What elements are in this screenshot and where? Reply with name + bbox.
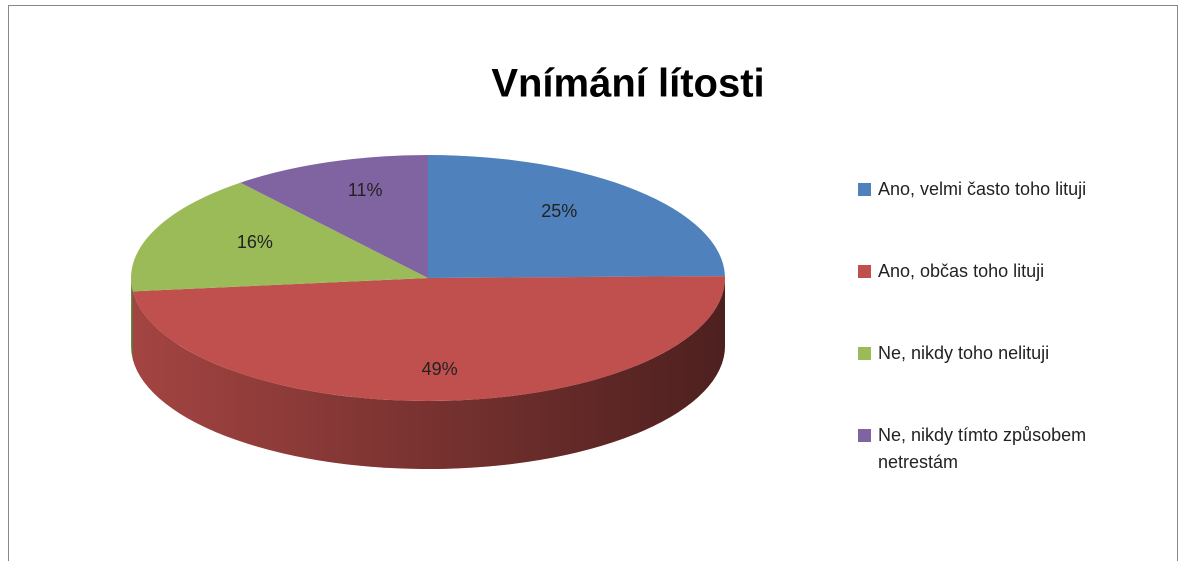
legend-swatch [858, 429, 871, 442]
legend-label: Ano, velmi často toho lituji [878, 179, 1087, 199]
legend-label: Ne, nikdy tímto způsobem netrestám [878, 425, 1087, 472]
pie-slice [240, 155, 428, 278]
legend-item: Ano, občas toho lituji [858, 258, 1178, 340]
pie-side-shade [131, 278, 133, 360]
legend-swatch [858, 347, 871, 360]
legend-label: Ne, nikdy toho nelituji [878, 343, 1050, 363]
data-label: 16% [237, 232, 273, 252]
data-label: 11% [348, 180, 383, 200]
data-label: 25% [541, 201, 577, 221]
legend-item: Ne, nikdy tímto způsobem netrestám [858, 422, 1178, 504]
legend-item: Ne, nikdy toho nelituji [858, 340, 1178, 422]
legend-item: Ano, velmi často toho lituji [858, 176, 1178, 258]
chart-title: Vnímání lítosti [491, 62, 764, 106]
legend: Ano, velmi často toho lituji Ano, občas t… [858, 176, 1178, 504]
pie-slice [131, 182, 428, 292]
legend-swatch [858, 183, 871, 196]
pie-side-shade [132, 278, 725, 469]
legend-swatch [858, 265, 871, 278]
pie-slice [428, 155, 725, 278]
data-label: 49% [422, 359, 458, 379]
legend-label: Ano, občas toho lituji [878, 261, 1045, 281]
pie-slice [132, 276, 726, 402]
